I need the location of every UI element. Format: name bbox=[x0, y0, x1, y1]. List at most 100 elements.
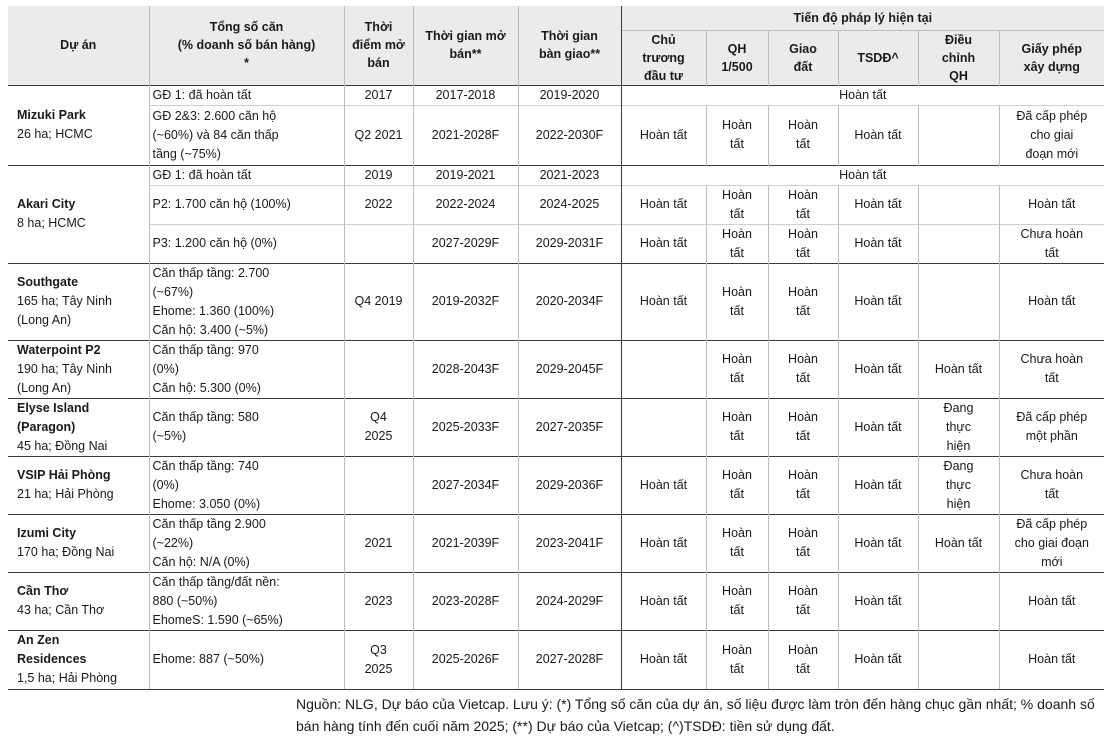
header-thoi-gian-ban-giao: Thời gian bàn giao** bbox=[517, 6, 621, 85]
legal-tsdd-cell: Hoàn tất bbox=[837, 339, 918, 398]
legal-qh-cell: Hoàn tất bbox=[705, 184, 768, 224]
project-name: Mizuki Park bbox=[17, 108, 86, 122]
table-row: Cần Thơ 43 ha; Cần Thơ Căn thấp tầng/đất n… bbox=[8, 571, 1105, 630]
legal-dieu-chinh-qh-cell bbox=[917, 262, 999, 340]
legal-giay-phep-cell: Hoàn tất bbox=[998, 184, 1105, 224]
open-time-cell: 2017 bbox=[343, 84, 413, 105]
legal-chu-truong-cell: Hoàn tất bbox=[620, 571, 706, 630]
header-chu-truong: Chủ trương đầu tư bbox=[620, 29, 706, 85]
legal-qh-cell: Hoàn tất bbox=[705, 339, 768, 398]
legal-dieu-chinh-qh-cell bbox=[917, 184, 999, 224]
project-cell: Mizuki Park 26 ha; HCMC bbox=[8, 84, 149, 165]
legal-chu-truong-cell: Hoàn tất bbox=[620, 184, 706, 224]
header-du-an: Dự án bbox=[8, 6, 149, 85]
project-name: An Zen Residences bbox=[17, 633, 87, 666]
legal-tsdd-cell: Hoàn tất bbox=[837, 629, 918, 690]
legal-dieu-chinh-qh-cell bbox=[917, 223, 999, 263]
open-time-cell: 2022 bbox=[343, 184, 413, 224]
sale-period-cell: 2019-2032F bbox=[412, 262, 518, 340]
legal-qh-cell: Hoàn tất bbox=[705, 629, 768, 690]
units-cell: Ehome: 887 (~50%) bbox=[148, 629, 344, 690]
legal-qh-cell: Hoàn tất bbox=[705, 104, 768, 165]
handover-cell: 2021-2023 bbox=[517, 164, 621, 185]
legal-qh-cell: Hoàn tất bbox=[705, 397, 768, 456]
sale-period-cell: 2017-2018 bbox=[412, 84, 518, 105]
project-info: 26 ha; HCMC bbox=[17, 127, 93, 141]
legal-dieu-chinh-qh-cell bbox=[917, 629, 999, 690]
project-cell: Cần Thơ 43 ha; Cần Thơ bbox=[8, 571, 149, 630]
sale-period-cell: 2022-2024 bbox=[412, 184, 518, 224]
legal-tsdd-cell: Hoàn tất bbox=[837, 513, 918, 572]
header-qh: QH 1/500 bbox=[705, 29, 768, 85]
legal-qh-cell: Hoàn tất bbox=[705, 571, 768, 630]
legal-dieu-chinh-qh-cell: Hoàn tất bbox=[917, 513, 999, 572]
legal-qh-cell: Hoàn tất bbox=[705, 223, 768, 263]
table-row: VSIP Hải Phòng 21 ha; Hải Phòng Căn thấp t… bbox=[8, 455, 1105, 514]
legal-qh-cell: Hoàn tất bbox=[705, 262, 768, 340]
project-name: Cần Thơ bbox=[17, 584, 69, 598]
legal-qh-cell: Hoàn tất bbox=[705, 455, 768, 514]
sale-period-cell: 2028-2043F bbox=[412, 339, 518, 398]
open-time-cell: 2019 bbox=[343, 164, 413, 185]
header-tien-do-phap-ly: Tiến độ pháp lý hiện tại bbox=[620, 6, 1105, 30]
table-row: Akari City 8 ha; HCMC GĐ 1: đã hoàn tất 201… bbox=[8, 164, 1105, 263]
handover-cell: 2029-2031F bbox=[517, 223, 621, 263]
legal-chu-truong-cell: Hoàn tất bbox=[620, 629, 706, 690]
legal-tsdd-cell: Hoàn tất bbox=[837, 223, 918, 263]
units-cell: P3: 1.200 căn hộ (0%) bbox=[148, 223, 344, 263]
table-row: P3: 1.200 căn hộ (0%) 2027-2029F 2029-2031… bbox=[8, 223, 1105, 263]
handover-cell: 2019-2020 bbox=[517, 84, 621, 105]
legal-dieu-chinh-qh-cell: Hoàn tất bbox=[917, 339, 999, 398]
sale-period-cell: 2021-2039F bbox=[412, 513, 518, 572]
handover-cell: 2020-2034F bbox=[517, 262, 621, 340]
legal-giay-phep-cell: Chưa hoàn tất bbox=[998, 339, 1105, 398]
handover-cell: 2024-2029F bbox=[517, 571, 621, 630]
handover-cell: 2029-2045F bbox=[517, 339, 621, 398]
open-time-cell: 2021 bbox=[343, 513, 413, 572]
handover-cell: 2022-2030F bbox=[517, 104, 621, 165]
open-time-cell: 2023 bbox=[343, 571, 413, 630]
legal-giay-phep-cell: Đã cấp phép cho giai đoạn mới bbox=[998, 513, 1105, 572]
project-info: 45 ha; Đồng Nai bbox=[17, 438, 108, 453]
table-row: GĐ 2&3: 2.600 căn hộ (~60%) và 84 căn th… bbox=[8, 104, 1105, 165]
project-info: 21 ha; Hải Phòng bbox=[17, 487, 114, 501]
legal-giao-dat-cell: Hoàn tất bbox=[767, 184, 838, 224]
legal-giay-phep-cell: Chưa hoàn tất bbox=[998, 223, 1105, 263]
legal-tsdd-cell: Hoàn tất bbox=[837, 104, 918, 165]
open-time-cell: Q2 2021 bbox=[343, 104, 413, 165]
legal-chu-truong-cell: Hoàn tất bbox=[620, 513, 706, 572]
legal-giay-phep-cell: Chưa hoàn tất bbox=[998, 455, 1105, 514]
handover-cell: 2027-2035F bbox=[517, 397, 621, 456]
legal-chu-truong-cell bbox=[620, 339, 706, 398]
project-info: 190 ha; Tây Ninh (Long An) bbox=[17, 361, 112, 395]
legal-giao-dat-cell: Hoàn tất bbox=[767, 223, 838, 263]
legal-giao-dat-cell: Hoàn tất bbox=[767, 629, 838, 690]
table-body: Mizuki Park 26 ha; HCMC GĐ 1: đã hoàn tất 2… bbox=[8, 84, 1105, 690]
header-tsdd: TSDĐ^ bbox=[837, 29, 918, 85]
header-giao-dat: Giao đất bbox=[767, 29, 838, 85]
handover-cell: 2027-2028F bbox=[517, 629, 621, 690]
legal-progress-table: Dự án Tổng số căn (% doanh số bán hàng) … bbox=[8, 6, 1105, 690]
header-thoi-gian-mo-ban: Thời gian mở bán** bbox=[412, 6, 518, 85]
legal-dieu-chinh-qh-cell: Đang thực hiện bbox=[917, 397, 999, 456]
legal-qh-cell: Hoàn tất bbox=[705, 513, 768, 572]
sale-period-cell: 2025-2033F bbox=[412, 397, 518, 456]
open-time-cell: Q3 2025 bbox=[343, 629, 413, 690]
open-time-cell: Q4 2025 bbox=[343, 397, 413, 456]
legal-dieu-chinh-qh-cell bbox=[917, 104, 999, 165]
legal-giao-dat-cell: Hoàn tất bbox=[767, 397, 838, 456]
open-time-cell bbox=[343, 455, 413, 514]
table-row: Elyse Island (Paragon) 45 ha; Đồng Nai Căn… bbox=[8, 397, 1105, 456]
legal-merged-cell: Hoàn tất bbox=[620, 84, 1105, 105]
project-cell: Waterpoint P2 190 ha; Tây Ninh (Long An) bbox=[8, 339, 149, 398]
handover-cell: 2024-2025 bbox=[517, 184, 621, 224]
legal-tsdd-cell: Hoàn tất bbox=[837, 571, 918, 630]
legal-chu-truong-cell: Hoàn tất bbox=[620, 455, 706, 514]
project-info: 8 ha; HCMC bbox=[17, 216, 86, 230]
project-cell: Elyse Island (Paragon) 45 ha; Đồng Nai bbox=[8, 397, 149, 456]
legal-tsdd-cell: Hoàn tất bbox=[837, 184, 918, 224]
project-name: Southgate bbox=[17, 275, 79, 289]
open-time-cell bbox=[343, 339, 413, 398]
legal-merged-cell: Hoàn tất bbox=[620, 164, 1105, 185]
legal-giao-dat-cell: Hoàn tất bbox=[767, 104, 838, 165]
